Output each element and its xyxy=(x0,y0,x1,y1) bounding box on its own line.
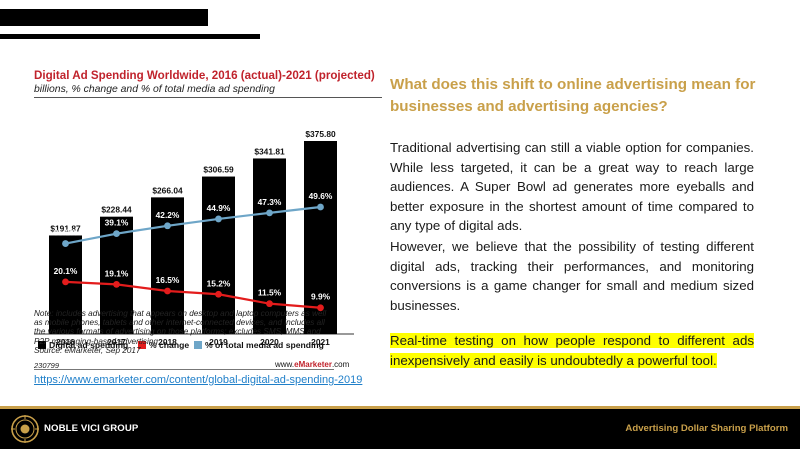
legend-label: % of total media ad spending xyxy=(205,340,324,350)
highlight-text: Real-time testing on how people respond … xyxy=(390,333,754,368)
line-value-label: 11.5% xyxy=(258,288,282,298)
x-tick-label: 2021 xyxy=(311,337,330,347)
decorative-black-rule xyxy=(0,34,260,39)
footer-gold-line xyxy=(0,406,800,409)
line-value-label: 35.2% xyxy=(54,228,78,238)
point-pct-change xyxy=(113,280,120,288)
paragraph-testing: However, we believe that the possibility… xyxy=(390,239,754,313)
legend-swatch xyxy=(38,341,46,349)
point-pct-total-media xyxy=(215,215,222,223)
footer-brand: NOBLE VICI GROUP xyxy=(44,423,139,434)
line-value-label: 15.2% xyxy=(207,278,231,288)
x-tick-label: 2019 xyxy=(209,337,228,347)
legend-swatch xyxy=(138,341,146,349)
line-value-label: 49.6% xyxy=(309,191,333,201)
point-pct-change xyxy=(215,290,222,298)
line-value-label: 42.2% xyxy=(156,210,180,220)
note-rule xyxy=(34,369,334,370)
chart-plot: $191.87 2016 $228.44 2017 $266.04 2018 $306.59… xyxy=(34,129,354,350)
chart-title-rule xyxy=(34,97,382,98)
paragraph-traditional: Traditional advertising can still a viab… xyxy=(390,140,754,234)
point-pct-total-media xyxy=(164,222,171,230)
point-pct-total-media xyxy=(317,203,324,211)
line-value-label: 39.1% xyxy=(105,218,129,228)
line-value-label: 47.3% xyxy=(258,197,282,207)
point-pct-change xyxy=(317,304,324,312)
point-pct-total-media xyxy=(113,230,120,238)
bar-value-label: $228.44 xyxy=(101,205,132,215)
line-value-label: 44.9% xyxy=(207,203,231,213)
x-tick-label: 2018 xyxy=(158,337,177,347)
noble-vici-logo-icon xyxy=(11,415,39,443)
line-value-label: 9.9% xyxy=(311,292,331,302)
bar-digital-ad-spending xyxy=(202,176,235,334)
bar-value-label: $375.80 xyxy=(305,129,336,139)
source-link[interactable]: https://www.emarketer.com/content/global… xyxy=(34,374,363,386)
line-value-label: 20.1% xyxy=(54,266,78,276)
point-pct-change xyxy=(164,287,171,295)
decorative-black-bar xyxy=(0,9,208,26)
point-pct-total-media xyxy=(62,240,69,247)
site-brand: eMarketer xyxy=(294,360,332,369)
chart-source: Source: eMarketer, Sep 2017 xyxy=(34,345,141,355)
x-tick-label: 2020 xyxy=(260,337,279,347)
footer-bar xyxy=(0,409,800,449)
legend-label: Digital ad spending xyxy=(49,340,128,350)
site-prefix: www. xyxy=(275,360,295,369)
bar-value-label: $341.81 xyxy=(254,146,285,156)
bar-value-label: $266.04 xyxy=(152,185,183,195)
slide-heading: What does this shift to online advertisi… xyxy=(390,76,756,115)
point-pct-change xyxy=(62,278,69,286)
footer-tagline: Advertising Dollar Sharing Platform xyxy=(625,423,788,434)
bar-digital-ad-spending xyxy=(253,158,286,334)
emarketer-site: www.eMarketer.com xyxy=(275,360,349,369)
line-value-label: 16.5% xyxy=(156,275,180,285)
chart-id: 230799 xyxy=(34,361,60,370)
chart-title: Digital Ad Spending Worldwide, 2016 (act… xyxy=(34,69,375,82)
site-suffix: .com xyxy=(331,360,350,369)
chart-note-text: Note: includes advertising that appears … xyxy=(34,309,327,346)
point-pct-total-media xyxy=(266,209,273,217)
x-tick-label: 2017 xyxy=(107,337,126,347)
x-tick-label: 2016 xyxy=(56,337,75,347)
legend-swatch xyxy=(194,341,202,349)
line-pct-total-media xyxy=(65,205,321,245)
point-pct-change xyxy=(266,300,273,308)
legend-label: % change xyxy=(149,340,189,350)
bar-value-label: $306.59 xyxy=(203,165,234,175)
chart-container: Digital Ad Spending Worldwide, 2016 (act… xyxy=(34,68,382,370)
bar-digital-ad-spending xyxy=(304,141,337,334)
chart-subtitle: billions, % change and % of total media … xyxy=(34,84,275,95)
line-value-label: 19.1% xyxy=(105,268,129,278)
bar-digital-ad-spending xyxy=(151,197,184,334)
chart-note: Note: includes advertising that appears … xyxy=(34,309,334,355)
bar-value-label: $191.87 xyxy=(50,223,81,233)
highlight-paragraph: Real-time testing on how people respond … xyxy=(390,331,754,370)
line-pct-change xyxy=(65,280,321,309)
